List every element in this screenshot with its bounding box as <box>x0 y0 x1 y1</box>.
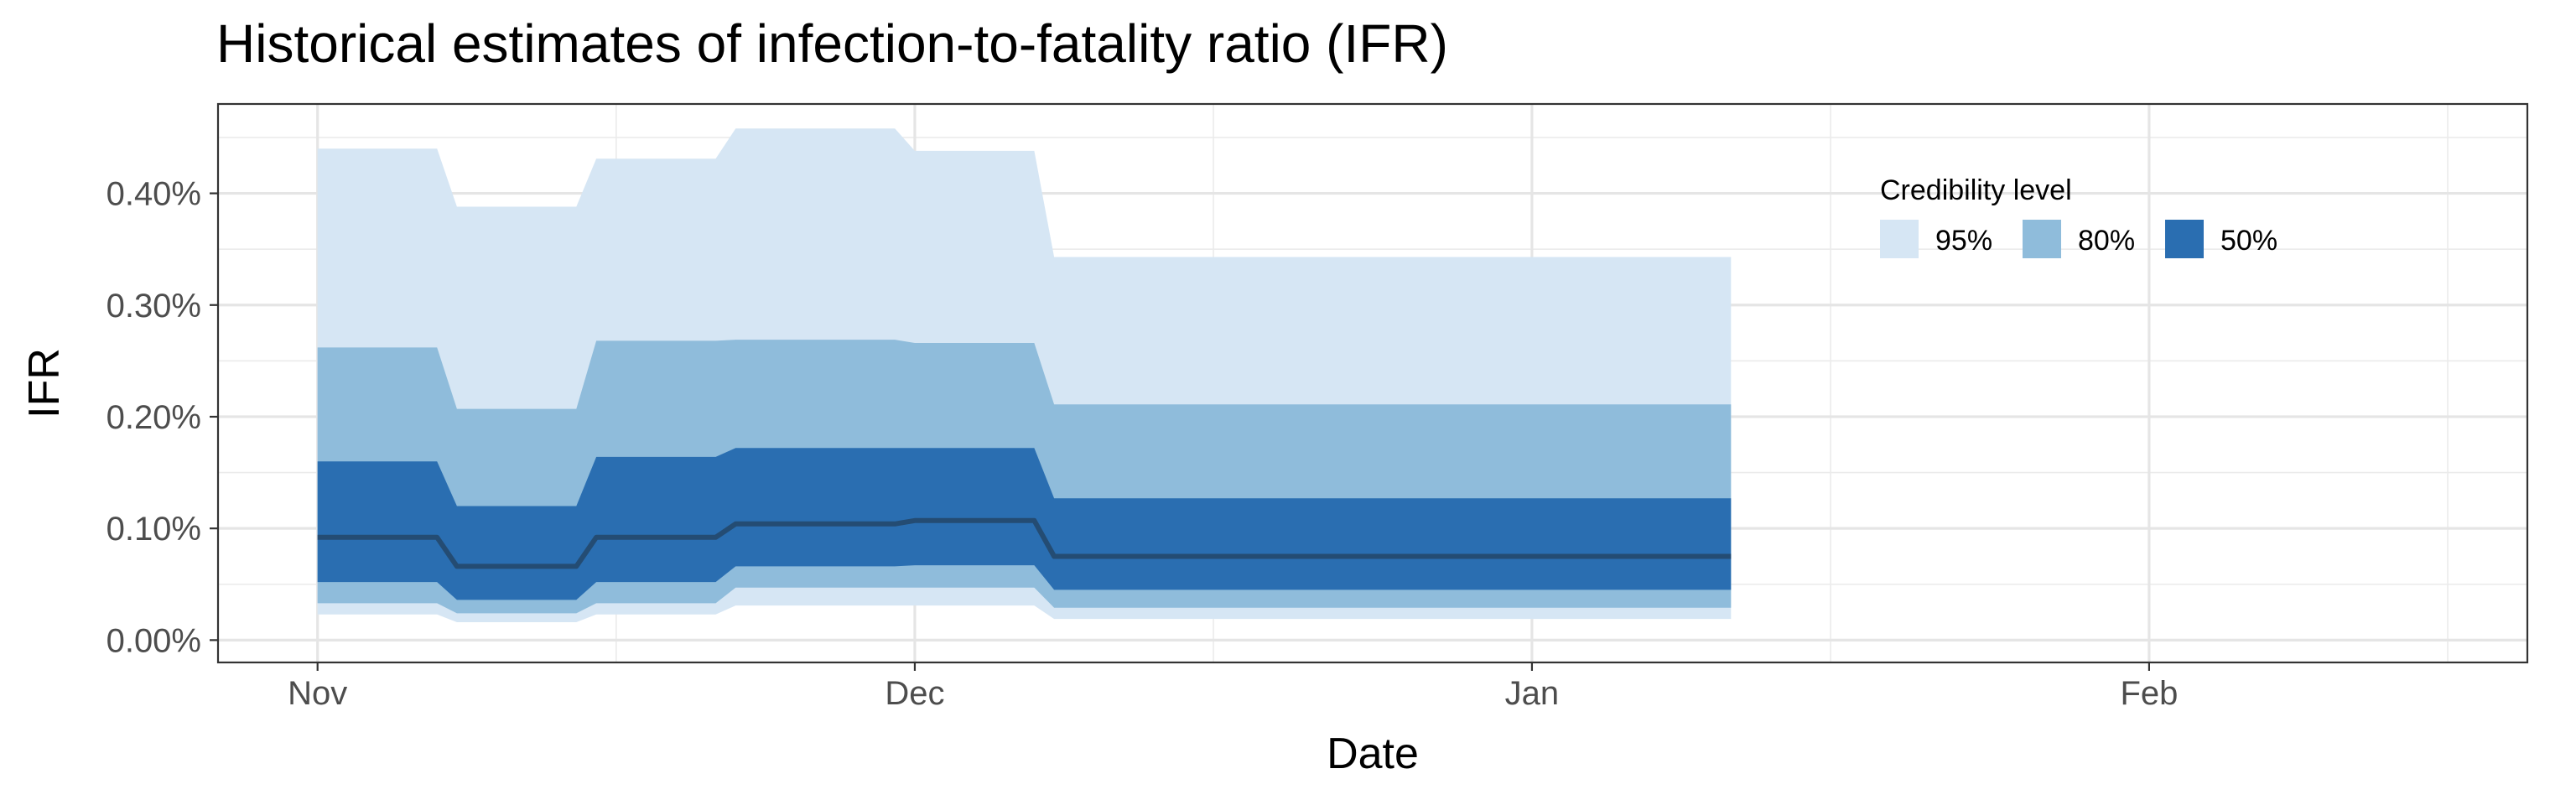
y-tick-label: 0.30% <box>106 288 201 325</box>
y-tick-label: 0.10% <box>106 511 201 548</box>
y-axis: 0.00% 0.10% 0.20% 0.30% 0.40% <box>106 176 218 659</box>
median-series-line <box>317 517 1732 569</box>
credibility-bands <box>317 128 1732 623</box>
legend-key-50 <box>2165 220 2204 258</box>
x-tick-label: Jan <box>1505 675 1560 712</box>
legend-label: 80% <box>2078 225 2135 257</box>
legend-title: Credibility level <box>1880 174 2072 206</box>
legend-label: 50% <box>2220 225 2277 257</box>
x-tick-label: Nov <box>288 675 347 712</box>
x-axis-title: Date <box>1327 730 1419 778</box>
band-50 <box>317 448 1732 600</box>
chart-title: Historical estimates of infection-to-fat… <box>216 13 1448 74</box>
median-line <box>317 517 1732 569</box>
y-axis-title: IFR <box>20 348 69 418</box>
x-axis: Nov Dec Jan Feb <box>288 662 2178 712</box>
plot-border <box>216 102 2529 664</box>
y-tick-label: 0.20% <box>106 399 201 436</box>
y-tick-label: 0.00% <box>106 622 201 659</box>
legend-key-95 <box>1880 220 1919 258</box>
y-tick-label: 0.40% <box>106 176 201 213</box>
legend: Credibility level 95% 80% 50% <box>1880 174 2277 258</box>
legend-items: 95% 80% 50% <box>1880 220 2277 258</box>
x-tick-label: Feb <box>2120 675 2178 712</box>
legend-label: 95% <box>1935 225 1992 257</box>
legend-key-80 <box>2023 220 2061 258</box>
x-tick-label: Dec <box>885 675 944 712</box>
